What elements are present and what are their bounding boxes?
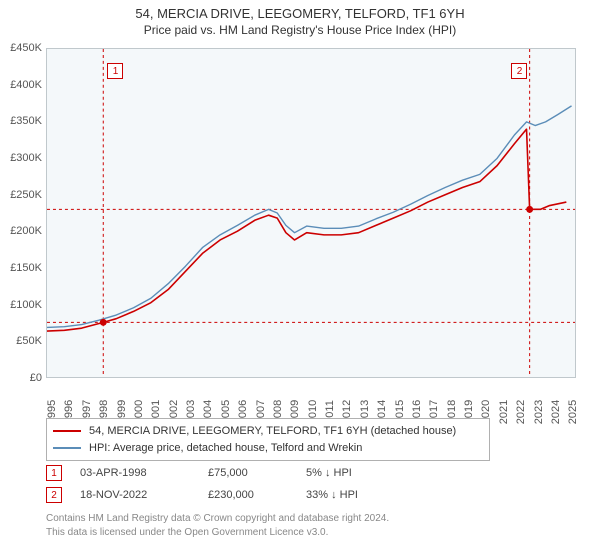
footer: Contains HM Land Registry data © Crown c… — [46, 512, 576, 539]
legend-label-hpi: HPI: Average price, detached house, Telf… — [89, 440, 362, 457]
y-tick-label: £450K — [0, 42, 44, 54]
x-tick-label: 2021 — [498, 400, 510, 424]
plot-event-marker: 2 — [511, 63, 527, 79]
x-tick-label: 2022 — [515, 400, 527, 424]
y-tick-label: £200K — [0, 225, 44, 237]
y-tick-label: £300K — [0, 152, 44, 164]
chart-container: 54, MERCIA DRIVE, LEEGOMERY, TELFORD, TF… — [0, 0, 600, 560]
y-tick-label: £400K — [0, 79, 44, 91]
legend-swatch-property — [53, 430, 81, 432]
x-tick-label: 2023 — [533, 400, 545, 424]
chart-subtitle: Price paid vs. HM Land Registry's House … — [0, 23, 600, 41]
legend: 54, MERCIA DRIVE, LEEGOMERY, TELFORD, TF… — [46, 418, 490, 461]
event-2-price: £230,000 — [208, 489, 288, 501]
y-tick-label: £250K — [0, 189, 44, 201]
legend-item-hpi: HPI: Average price, detached house, Telf… — [53, 440, 483, 457]
chart-title: 54, MERCIA DRIVE, LEEGOMERY, TELFORD, TF… — [0, 0, 600, 23]
event-marker-1-icon: 1 — [46, 465, 62, 481]
legend-item-property: 54, MERCIA DRIVE, LEEGOMERY, TELFORD, TF… — [53, 423, 483, 440]
footer-line-1: Contains HM Land Registry data © Crown c… — [46, 512, 576, 526]
plot-area: 12 — [46, 48, 576, 378]
y-tick-label: £150K — [0, 262, 44, 274]
y-tick-label: £0 — [0, 372, 44, 384]
event-marker-2-icon: 2 — [46, 487, 62, 503]
legend-swatch-hpi — [53, 447, 81, 449]
legend-label-property: 54, MERCIA DRIVE, LEEGOMERY, TELFORD, TF… — [89, 423, 456, 440]
y-tick-label: £50K — [0, 335, 44, 347]
event-2-pct: 33% ↓ HPI — [306, 489, 406, 501]
event-2-date: 18-NOV-2022 — [80, 489, 190, 501]
event-1-pct: 5% ↓ HPI — [306, 467, 406, 479]
event-1-date: 03-APR-1998 — [80, 467, 190, 479]
event-list: 1 03-APR-1998 £75,000 5% ↓ HPI 2 18-NOV-… — [46, 462, 406, 506]
y-tick-label: £350K — [0, 115, 44, 127]
plot-event-marker: 1 — [107, 63, 123, 79]
event-1-price: £75,000 — [208, 467, 288, 479]
x-tick-label: 2025 — [567, 400, 579, 424]
footer-line-2: This data is licensed under the Open Gov… — [46, 526, 576, 540]
x-tick-label: 2024 — [550, 400, 562, 424]
y-tick-label: £100K — [0, 299, 44, 311]
plot-svg — [47, 49, 575, 377]
event-row-1: 1 03-APR-1998 £75,000 5% ↓ HPI — [46, 462, 406, 484]
event-row-2: 2 18-NOV-2022 £230,000 33% ↓ HPI — [46, 484, 406, 506]
